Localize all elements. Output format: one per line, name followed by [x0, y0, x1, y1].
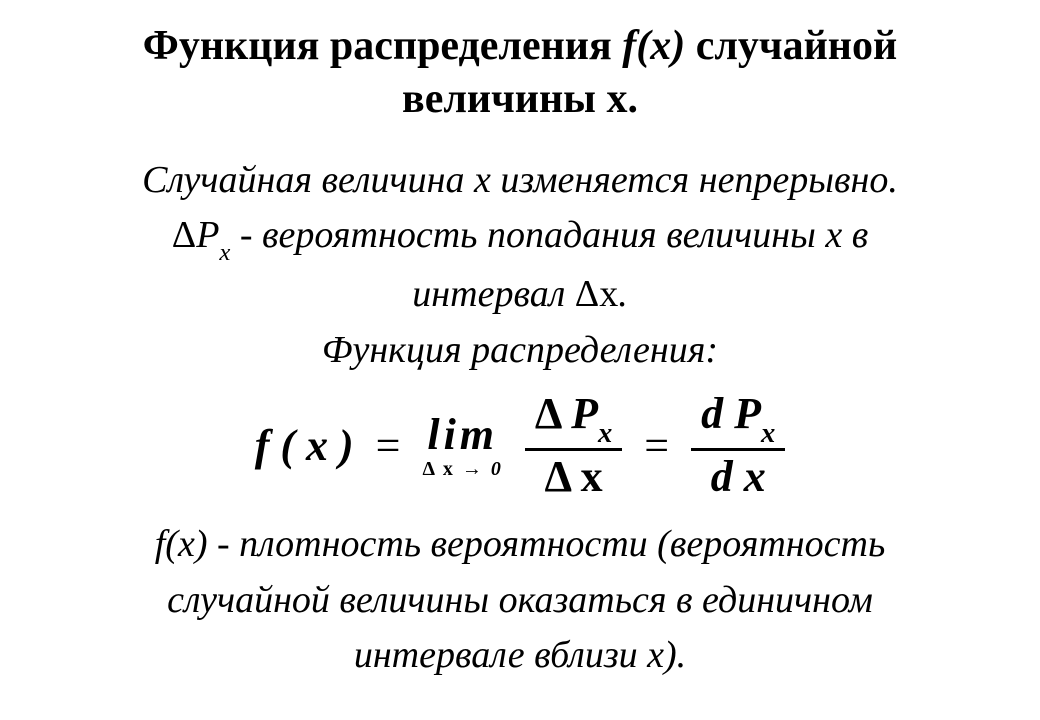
para4-line1: f(x) - плотность вероятности (вероятност…	[50, 519, 990, 570]
frac1-num-sub: x	[598, 418, 612, 449]
formula: f ( x ) = lim Δ x → 0 Δ Px Δ x =	[50, 390, 990, 501]
equals-2: =	[644, 416, 669, 475]
title-pre: Функция распределения	[143, 23, 622, 69]
formula-lhs: f ( x )	[255, 416, 354, 475]
para4-line2: случайной величины оказаться в единичном	[50, 575, 990, 626]
P-symbol: P	[196, 214, 219, 256]
frac2-den: d x	[701, 453, 776, 501]
delta-x: Δx	[575, 273, 618, 315]
frac2-num-P: P	[734, 389, 761, 438]
lim-under-zero: 0	[491, 458, 503, 480]
title-post: случайной	[685, 23, 897, 69]
lim-text: lim	[427, 413, 498, 457]
page: Функция распределения f(x) случайной вел…	[0, 0, 1040, 720]
frac1-den: Δ x	[535, 453, 613, 501]
lim-box: lim Δ x → 0	[422, 413, 502, 479]
title-fx: f(x)	[622, 23, 685, 69]
frac1-num-delta: Δ	[535, 389, 571, 438]
frac1-num-P: P	[571, 389, 598, 438]
para3: Функция распределения:	[50, 325, 990, 376]
frac1-num: Δ Px	[525, 390, 622, 446]
equals-1: =	[376, 416, 401, 475]
fraction-2: d Px d x	[691, 390, 785, 501]
fraction-1: Δ Px Δ x	[525, 390, 622, 501]
para2-rest1: вероятность попадания величины x в	[262, 214, 868, 256]
body: Случайная величина x изменяется непрерыв…	[50, 155, 990, 681]
dash: -	[230, 214, 262, 256]
lim-under: Δ x → 0	[422, 459, 502, 479]
para1: Случайная величина x изменяется непрерыв…	[50, 155, 990, 206]
para2-line1: ΔPx - вероятность попадания величины x в	[50, 210, 990, 265]
sub-x: x	[219, 239, 230, 266]
delta-symbol: Δ	[172, 214, 196, 256]
para2-line2: интервал Δx.	[50, 269, 990, 320]
para4-line3: интервале вблизи x).	[50, 630, 990, 681]
title: Функция распределения f(x) случайной вел…	[50, 20, 990, 125]
para4-fx: f(x)	[155, 523, 208, 565]
para4-text1: плотность вероятности (вероятность	[239, 523, 885, 565]
lim-under-dx: Δ x	[422, 458, 454, 480]
title-line2: величины x.	[402, 76, 638, 122]
lim-under-arrow: →	[462, 458, 484, 480]
para2-rest2-post: .	[618, 273, 628, 315]
frac2-num: d Px	[691, 390, 785, 446]
frac1-den-text: Δ x	[545, 452, 603, 501]
para4-dash: -	[207, 523, 239, 565]
para2-rest2-pre: интервал	[412, 273, 574, 315]
frac2-num-sub: x	[761, 418, 775, 449]
frac2-num-d: d	[701, 389, 734, 438]
